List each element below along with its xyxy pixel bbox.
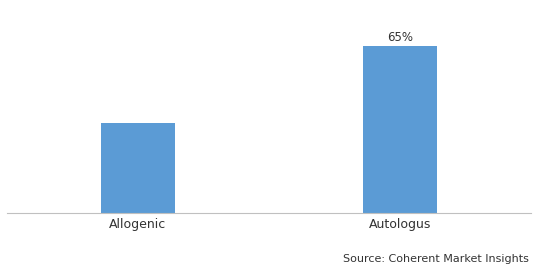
Text: 65%: 65% (387, 30, 413, 44)
Bar (101, 123, 175, 213)
Text: Source: Coherent Market Insights: Source: Coherent Market Insights (343, 254, 528, 264)
Bar (363, 46, 437, 213)
